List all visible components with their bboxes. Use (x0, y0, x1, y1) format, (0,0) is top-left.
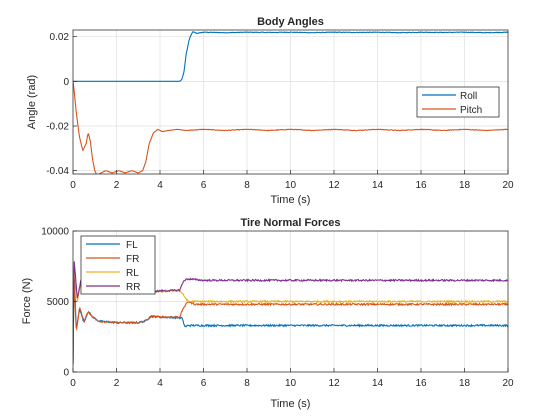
x-tick-label: 14 (372, 378, 384, 389)
x-tick-label: 2 (114, 180, 120, 191)
y-axis-label: Force (N) (21, 278, 33, 324)
y-tick-label: 0 (63, 77, 69, 88)
axes-tire-normal-forces: 0 2 4 6 8 10 12 14 16 18 20 0 5000 10000 Tire Normal … (21, 217, 514, 410)
x-tick-label: 20 (502, 378, 514, 389)
legend-label-rr: RR (126, 282, 140, 293)
y-tick-label: 0 (63, 368, 69, 379)
series-line-fr (73, 277, 508, 365)
legend: FL FR RL RR (80, 235, 156, 295)
legend-label-pitch: Pitch (460, 105, 482, 116)
x-tick-label: 10 (285, 180, 297, 191)
x-axis-label: Time (s) (271, 398, 311, 410)
x-tick-label: 8 (244, 180, 250, 191)
y-axis-label: Angle (rad) (26, 75, 38, 129)
ticks: 0 2 4 6 8 10 12 14 16 18 20 -0.04 -0.02 0 0.02 (46, 32, 514, 191)
x-tick-label: 14 (372, 180, 384, 191)
x-tick-label: 16 (415, 180, 427, 191)
x-tick-label: 6 (201, 378, 207, 389)
y-tick-label: 0.02 (50, 32, 70, 43)
y-tick-label: -0.04 (46, 166, 69, 177)
x-axis-label: Time (s) (271, 194, 311, 206)
x-tick-label: 4 (157, 180, 163, 191)
y-tick-label: 10000 (41, 227, 69, 238)
x-tick-label: 16 (415, 378, 427, 389)
ticks: 0 2 4 6 8 10 12 14 16 18 20 0 5000 10000 (41, 227, 514, 390)
x-tick-label: 12 (328, 378, 340, 389)
y-tick-label: 5000 (47, 297, 70, 308)
x-tick-label: 18 (459, 378, 471, 389)
legend-box (80, 235, 156, 295)
x-tick-label: 8 (244, 378, 250, 389)
x-tick-label: 4 (157, 378, 163, 389)
x-tick-label: 0 (70, 378, 76, 389)
legend-label-fr: FR (126, 254, 139, 265)
legend-label-roll: Roll (460, 91, 477, 102)
series-layer (73, 30, 508, 174)
x-tick-label: 12 (328, 180, 340, 191)
x-tick-label: 10 (285, 378, 297, 389)
x-tick-label: 2 (114, 378, 120, 389)
x-tick-label: 20 (502, 180, 514, 191)
legend: Roll Pitch (416, 86, 500, 118)
axes-body-angles: 0 2 4 6 8 10 12 14 16 18 20 -0.04 -0.02 0 0.02 Body An… (26, 16, 514, 206)
chart-title: Tire Normal Forces (240, 217, 340, 229)
x-tick-label: 18 (459, 180, 471, 191)
x-tick-label: 0 (70, 180, 76, 191)
series-line-pitch (73, 81, 508, 174)
series-line-roll (73, 30, 508, 82)
legend-label-rl: RL (126, 268, 139, 279)
chart-title: Body Angles (257, 16, 324, 28)
y-tick-label: -0.02 (46, 122, 69, 133)
legend-box (416, 86, 500, 118)
x-tick-label: 6 (201, 180, 207, 191)
legend-label-fl: FL (126, 240, 138, 251)
